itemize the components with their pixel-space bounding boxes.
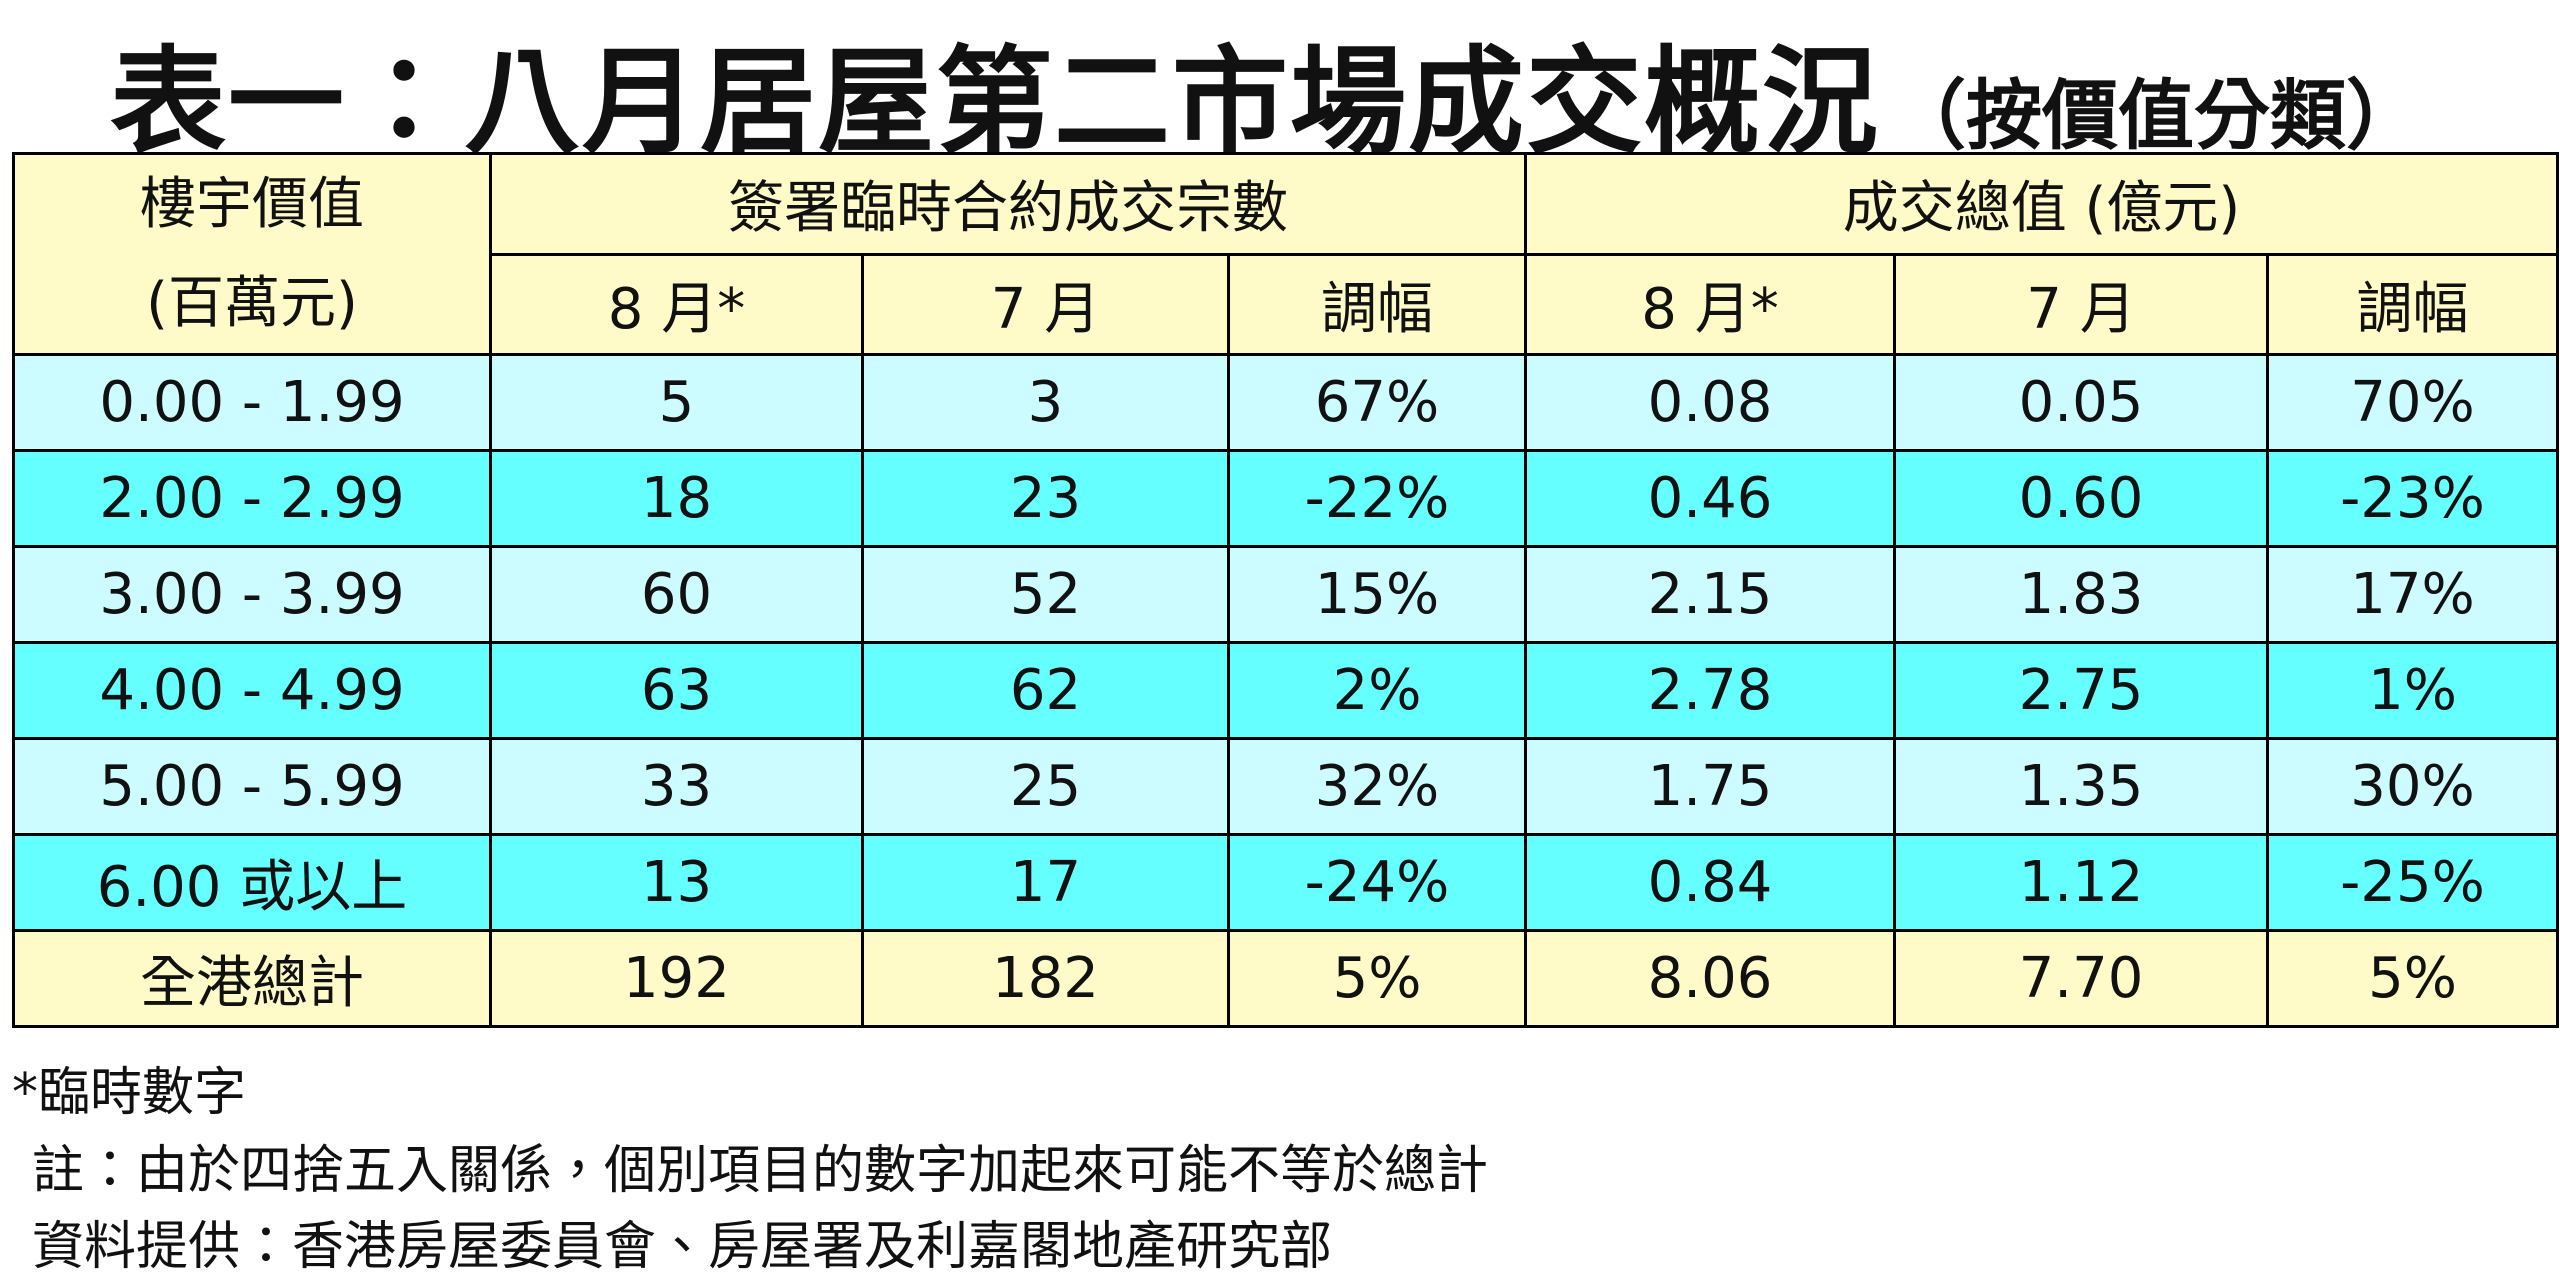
table-cell: -23% <box>2266 449 2559 548</box>
header-line: (百萬元) <box>146 271 358 336</box>
table-cell: 67% <box>1227 353 1527 452</box>
table-cell: 15% <box>1227 545 1527 644</box>
table-cell: 0.46 <box>1524 449 1896 548</box>
header-cell: 樓宇價值 (百萬元) <box>12 152 492 356</box>
table-cell: 全港總計 <box>12 929 492 1028</box>
footnote: 資料提供：香港房屋委員會、房屋署及利嘉閣地產研究部 <box>32 1217 1333 1277</box>
table-cell: -22% <box>1227 449 1527 548</box>
table-cell: 1.75 <box>1524 737 1896 836</box>
table-cell: 3 <box>861 353 1230 452</box>
table-cell: 0.00 - 1.99 <box>12 353 492 452</box>
table-cell: 70% <box>2266 353 2559 452</box>
table-cell: 0.05 <box>1893 353 2269 452</box>
title-sub: （按價值分類） <box>1890 71 2422 160</box>
table-cell: 33 <box>489 737 864 836</box>
table-cell: 6.00 或以上 <box>12 833 492 932</box>
header-cell: 8 月* <box>489 252 864 356</box>
table-cell: 182 <box>861 929 1230 1028</box>
header-cell: 調幅 <box>1227 252 1527 356</box>
table-cell: 192 <box>489 929 864 1028</box>
table-cell: 1.12 <box>1893 833 2269 932</box>
table-cell: 4.00 - 4.99 <box>12 641 492 740</box>
table-cell: 60 <box>489 545 864 644</box>
header-cell: 8 月* <box>1524 252 1896 356</box>
header-row: 8 月* 7 月調幅 8 月* 7 月調幅 <box>14 252 2559 356</box>
table-cell: -25% <box>2266 833 2559 932</box>
header-cell: 7 月 <box>1893 252 2269 356</box>
table-cell: 52 <box>861 545 1230 644</box>
header-row: 樓宇價值 (百萬元) 簽署臨時合約成交宗數 成交總值 (億元) <box>12 152 2559 356</box>
table-cell: 7.70 <box>1893 929 2269 1028</box>
table-cell: -24% <box>1227 833 1527 932</box>
table-cell: 23 <box>861 449 1230 548</box>
table-cell: 32% <box>1227 737 1527 836</box>
table-cell: 0.84 <box>1524 833 1896 932</box>
header-cell: 調幅 <box>2266 252 2559 356</box>
table-cell: 1.83 <box>1893 545 2269 644</box>
footnote: *臨時數字 <box>12 1063 247 1123</box>
header-line: 樓宇價值 <box>140 172 364 237</box>
table-cell: 5 <box>489 353 864 452</box>
table: 樓宇價值 (百萬元) 簽署臨時合約成交宗數 成交總值 (億元) 8 月* 7 月調幅 8 月… <box>12 152 2559 1028</box>
table-cell: 62 <box>861 641 1230 740</box>
table-row: 6.00 或以上 13 17 -24% 0.84 1.12 -25% <box>12 833 2559 932</box>
table-cell: 30% <box>2266 737 2559 836</box>
table-row: 4.00 - 4.99 63 62 2% 2.78 2.75 1% <box>12 641 2559 740</box>
footnote: 註：由於四捨五入關係，個別項目的數字加起來可能不等於總計 <box>32 1141 1489 1201</box>
table-cell: 25 <box>861 737 1230 836</box>
table-cell: 2% <box>1227 641 1527 740</box>
table-cell: 2.78 <box>1524 641 1896 740</box>
table-cell: 13 <box>489 833 864 932</box>
table-cell: 2.15 <box>1524 545 1896 644</box>
table-row: 全港總計 192 182 5% 8.06 7.70 5% <box>12 929 2559 1028</box>
table-row: 5.00 - 5.99 33 25 32% 1.75 1.35 30% <box>12 737 2559 836</box>
table-cell: 8.06 <box>1524 929 1896 1028</box>
header-cell: 7 月 <box>861 252 1230 356</box>
table-row: 0.00 - 1.99 5 3 67% 0.08 0.05 70% <box>12 353 2559 452</box>
table-cell: 1.35 <box>1893 737 2269 836</box>
header-group: 成交總值 (億元) <box>1524 152 2559 256</box>
header-group: 簽署臨時合約成交宗數 <box>489 152 1527 256</box>
table-cell: 0.60 <box>1893 449 2269 548</box>
table-row: 3.00 - 3.99 60 52 15% 2.15 1.83 17% <box>12 545 2559 644</box>
title-main: 表一：八月居屋第二市場成交概況 <box>110 35 1880 170</box>
table-cell: 63 <box>489 641 864 740</box>
table-cell: 2.75 <box>1893 641 2269 740</box>
table-row: 2.00 - 2.99 18 23 -22% 0.46 0.60 -23% <box>12 449 2559 548</box>
table-cell: 5% <box>1227 929 1527 1028</box>
table-cell: 5% <box>2266 929 2559 1028</box>
table-cell: 18 <box>489 449 864 548</box>
table-cell: 2.00 - 2.99 <box>12 449 492 548</box>
table-cell: 1% <box>2266 641 2559 740</box>
table-cell: 3.00 - 3.99 <box>12 545 492 644</box>
table-cell: 0.08 <box>1524 353 1896 452</box>
title: 表一：八月居屋第二市場成交概況 （按價值分類） <box>110 8 2422 170</box>
table-cell: 17% <box>2266 545 2559 644</box>
table-cell: 17 <box>861 833 1230 932</box>
table-cell: 5.00 - 5.99 <box>12 737 492 836</box>
